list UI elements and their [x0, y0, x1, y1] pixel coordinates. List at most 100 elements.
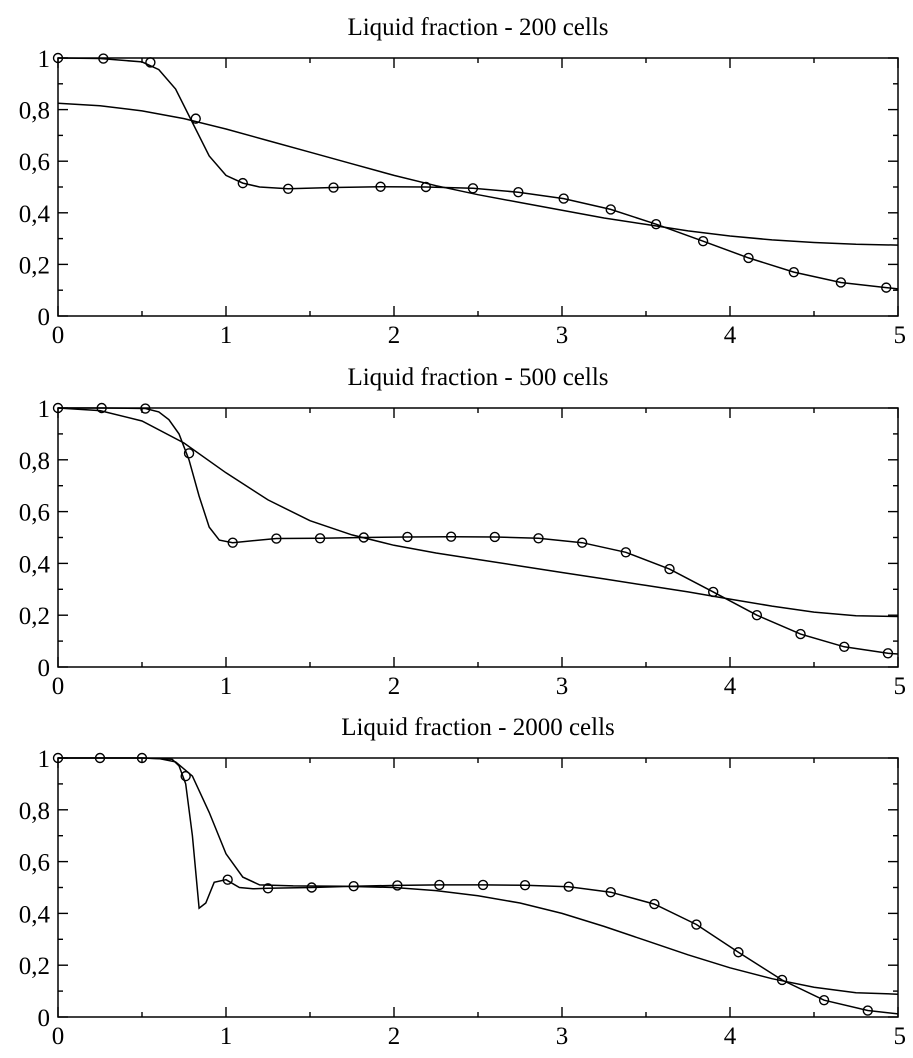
data-point-marker: [271, 533, 282, 544]
data-point-marker: [513, 186, 524, 198]
y-tick-label: 0,4: [19, 551, 51, 578]
data-point-marker: [314, 533, 326, 544]
data-point-marker: [649, 898, 660, 910]
data-point-marker: [839, 641, 850, 652]
data-point-marker: [576, 537, 588, 548]
series-line-1: [57, 57, 899, 290]
data-point-marker: [222, 874, 233, 885]
chart-panel-3: Liquid fraction - 2000 cells 0 1 2 3 4 5 0 0,2 0,…: [19, 714, 906, 1050]
chart-title: Liquid fraction - 2000 cells: [341, 714, 615, 741]
series-line-2: [58, 757, 899, 995]
x-tick-label: 1: [220, 322, 233, 349]
series-line-1: [58, 407, 899, 655]
data-point-marker: [733, 947, 744, 958]
data-point-marker: [558, 193, 569, 204]
x-tick-label: 2: [388, 673, 401, 700]
data-point-marker: [664, 563, 675, 575]
chart-title: Liquid fraction - 500 cells: [347, 364, 608, 391]
data-point-marker: [605, 886, 616, 898]
data-point-marker: [328, 182, 339, 193]
x-tick-label: 0: [52, 322, 65, 349]
x-tick-label: 5: [894, 673, 907, 700]
data-point-marker: [697, 235, 709, 247]
data-point-marker: [282, 183, 294, 195]
data-point-marker: [489, 531, 500, 543]
data-point-marker: [237, 177, 249, 189]
data-point-marker: [751, 610, 763, 621]
data-point-marker: [375, 181, 386, 192]
data-point-marker: [862, 1005, 873, 1016]
x-tick-label: 3: [556, 1023, 569, 1050]
data-point-marker: [818, 994, 830, 1006]
data-point-marker: [882, 648, 894, 659]
series-line-1: [58, 757, 899, 1015]
y-tick-label: 0: [38, 1005, 51, 1032]
y-tick-label: 0: [38, 655, 51, 682]
data-point-marker: [140, 403, 151, 414]
y-tick-label: 0,6: [19, 149, 50, 176]
data-point-marker: [306, 882, 317, 893]
data-point-marker: [835, 277, 847, 288]
data-point-marker: [605, 204, 616, 215]
data-point-marker: [434, 879, 445, 891]
y-tick-label: 0,8: [19, 798, 50, 825]
data-point-marker: [96, 402, 107, 414]
x-tick-label: 4: [724, 322, 737, 349]
chart-panel-2: Liquid fraction - 500 cells 0 1 2 3 4 5 0 0,2 0,4…: [19, 364, 906, 700]
y-tick-label: 0,2: [19, 603, 50, 630]
x-tick-label: 5: [894, 1023, 907, 1050]
y-tick-label: 1: [38, 46, 51, 73]
y-tick-label: 0: [38, 304, 51, 331]
chart-title: Liquid fraction - 200 cells: [347, 14, 608, 41]
y-tick-label: 0,6: [19, 500, 50, 527]
y-tick-label: 1: [38, 746, 51, 773]
data-point-marker: [262, 883, 274, 894]
data-point-marker: [445, 531, 457, 542]
x-tick-label: 4: [724, 1023, 737, 1050]
data-point-marker: [533, 533, 544, 544]
x-tick-label: 2: [388, 1023, 401, 1050]
y-tick-label: 0,4: [19, 901, 51, 928]
series-line-2: [57, 407, 899, 618]
chart-panel-1: Liquid fraction - 200 cells 0 1 2 3 4 5 0 0,2 0,4…: [19, 14, 906, 349]
data-point-marker: [392, 880, 403, 891]
data-point-marker: [620, 547, 632, 558]
x-tick-label: 1: [220, 1023, 233, 1050]
x-tick-label: 0: [52, 673, 65, 700]
data-point-marker: [52, 52, 64, 64]
plot-frame: [57, 57, 899, 317]
y-tick-label: 0,8: [19, 448, 50, 475]
x-tick-label: 0: [52, 1023, 65, 1050]
data-point-marker: [691, 919, 702, 930]
y-tick-label: 0,2: [19, 953, 50, 980]
x-tick-label: 3: [556, 673, 569, 700]
data-point-marker: [743, 252, 754, 264]
data-point-marker: [358, 532, 369, 543]
data-point-marker: [98, 53, 109, 64]
x-tick-label: 2: [388, 322, 401, 349]
data-point-marker: [180, 770, 191, 782]
y-tick-label: 0,2: [19, 252, 50, 279]
data-point-marker: [881, 282, 892, 293]
x-tick-label: 1: [220, 673, 233, 700]
y-tick-label: 0,4: [19, 201, 51, 228]
y-tick-label: 0,6: [19, 850, 50, 877]
data-point-marker: [477, 879, 489, 891]
y-tick-label: 0,8: [19, 98, 50, 125]
data-point-marker: [795, 628, 806, 640]
data-point-marker: [788, 266, 800, 278]
data-point-marker: [519, 879, 531, 891]
data-point-marker: [402, 531, 413, 543]
data-point-marker: [145, 57, 156, 68]
data-point-marker: [563, 881, 574, 892]
x-tick-label: 3: [556, 322, 569, 349]
data-point-marker: [190, 113, 201, 124]
data-point-marker: [227, 537, 238, 548]
data-point-marker: [650, 218, 662, 230]
x-tick-label: 5: [894, 322, 907, 349]
data-point-marker: [467, 183, 479, 194]
series-line-2: [57, 102, 899, 246]
x-tick-label: 4: [724, 673, 737, 700]
